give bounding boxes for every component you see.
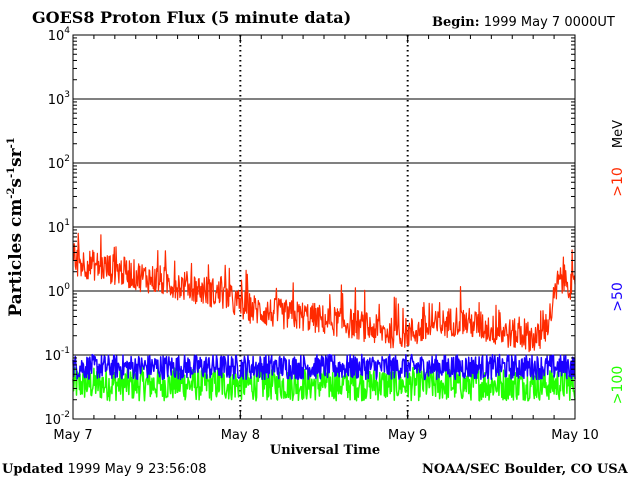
begin-time: Begin: 1999 May 7 0000UT — [432, 15, 615, 30]
y-tick-base: 10 — [48, 93, 65, 108]
y-label-exponent: -1 — [6, 137, 17, 148]
series-line — [72, 353, 576, 381]
x-tick-label: May 7 — [53, 428, 92, 443]
grid-lines — [73, 35, 575, 419]
y-tick-base: 10 — [48, 29, 65, 44]
x-tick-labels: May 7 May 8 May 9 May 10 — [53, 428, 598, 443]
axis-ticks — [72, 35, 576, 420]
y-tick-label: 10-1 — [44, 346, 70, 364]
y-label-part: sr — [6, 147, 26, 167]
legend-label: >50 — [610, 282, 626, 312]
y-tick-exponent: 4 — [64, 26, 70, 36]
series-legend: >10 MeV >50 >100 — [610, 120, 626, 404]
y-tick-exponent: 3 — [64, 90, 70, 100]
updated-timestamp: Updated 1999 May 9 23:56:08 — [2, 462, 206, 477]
legend-entry: >10 MeV — [610, 120, 626, 197]
y-tick-base: 10 — [44, 413, 61, 428]
y-label-exponent: -1 — [6, 167, 17, 178]
y-label-part: s — [6, 178, 26, 188]
legend-label: >100 — [610, 366, 626, 404]
legend-unit: MeV — [611, 120, 626, 148]
y-tick-exponent: 0 — [64, 282, 70, 292]
y-tick-label: 101 — [48, 218, 70, 236]
y-tick-exponent: 1 — [64, 218, 70, 228]
y-tick-label: 104 — [48, 26, 71, 44]
data-series — [72, 232, 576, 402]
legend-entry: >100 — [610, 366, 626, 404]
y-tick-label: 100 — [48, 282, 71, 300]
y-label-part: Particles cm — [6, 199, 26, 317]
y-axis-label: Particles cm-2s-1sr-1 — [6, 137, 26, 317]
y-tick-base: 10 — [48, 221, 65, 236]
series-line — [72, 232, 576, 353]
x-axis-label: Universal Time — [270, 443, 380, 458]
y-tick-exponent: -2 — [61, 410, 70, 420]
x-tick-label: May 9 — [388, 428, 427, 443]
y-tick-exponent: 2 — [64, 154, 70, 164]
begin-label: Begin: — [432, 15, 480, 30]
y-label-exponent: -2 — [6, 188, 17, 199]
y-tick-exponent: -1 — [61, 346, 70, 356]
begin-value: 1999 May 7 0000UT — [483, 15, 615, 30]
x-tick-label: May 10 — [551, 428, 599, 443]
y-tick-base: 10 — [44, 349, 61, 364]
legend-label: >10 — [610, 167, 626, 197]
y-tick-label: 102 — [48, 154, 70, 172]
y-tick-base: 10 — [48, 157, 65, 172]
x-tick-label: May 8 — [221, 428, 260, 443]
legend-entry: >50 — [610, 282, 626, 312]
organization-credit: NOAA/SEC Boulder, CO USA — [422, 462, 628, 477]
updated-label: Updated — [2, 462, 64, 477]
updated-value: 1999 May 9 23:56:08 — [67, 462, 207, 477]
y-tick-base: 10 — [48, 285, 65, 300]
y-tick-label: 10-2 — [44, 410, 70, 428]
y-tick-label: 103 — [48, 90, 70, 108]
chart-title: GOES8 Proton Flux (5 minute data) — [32, 8, 352, 27]
